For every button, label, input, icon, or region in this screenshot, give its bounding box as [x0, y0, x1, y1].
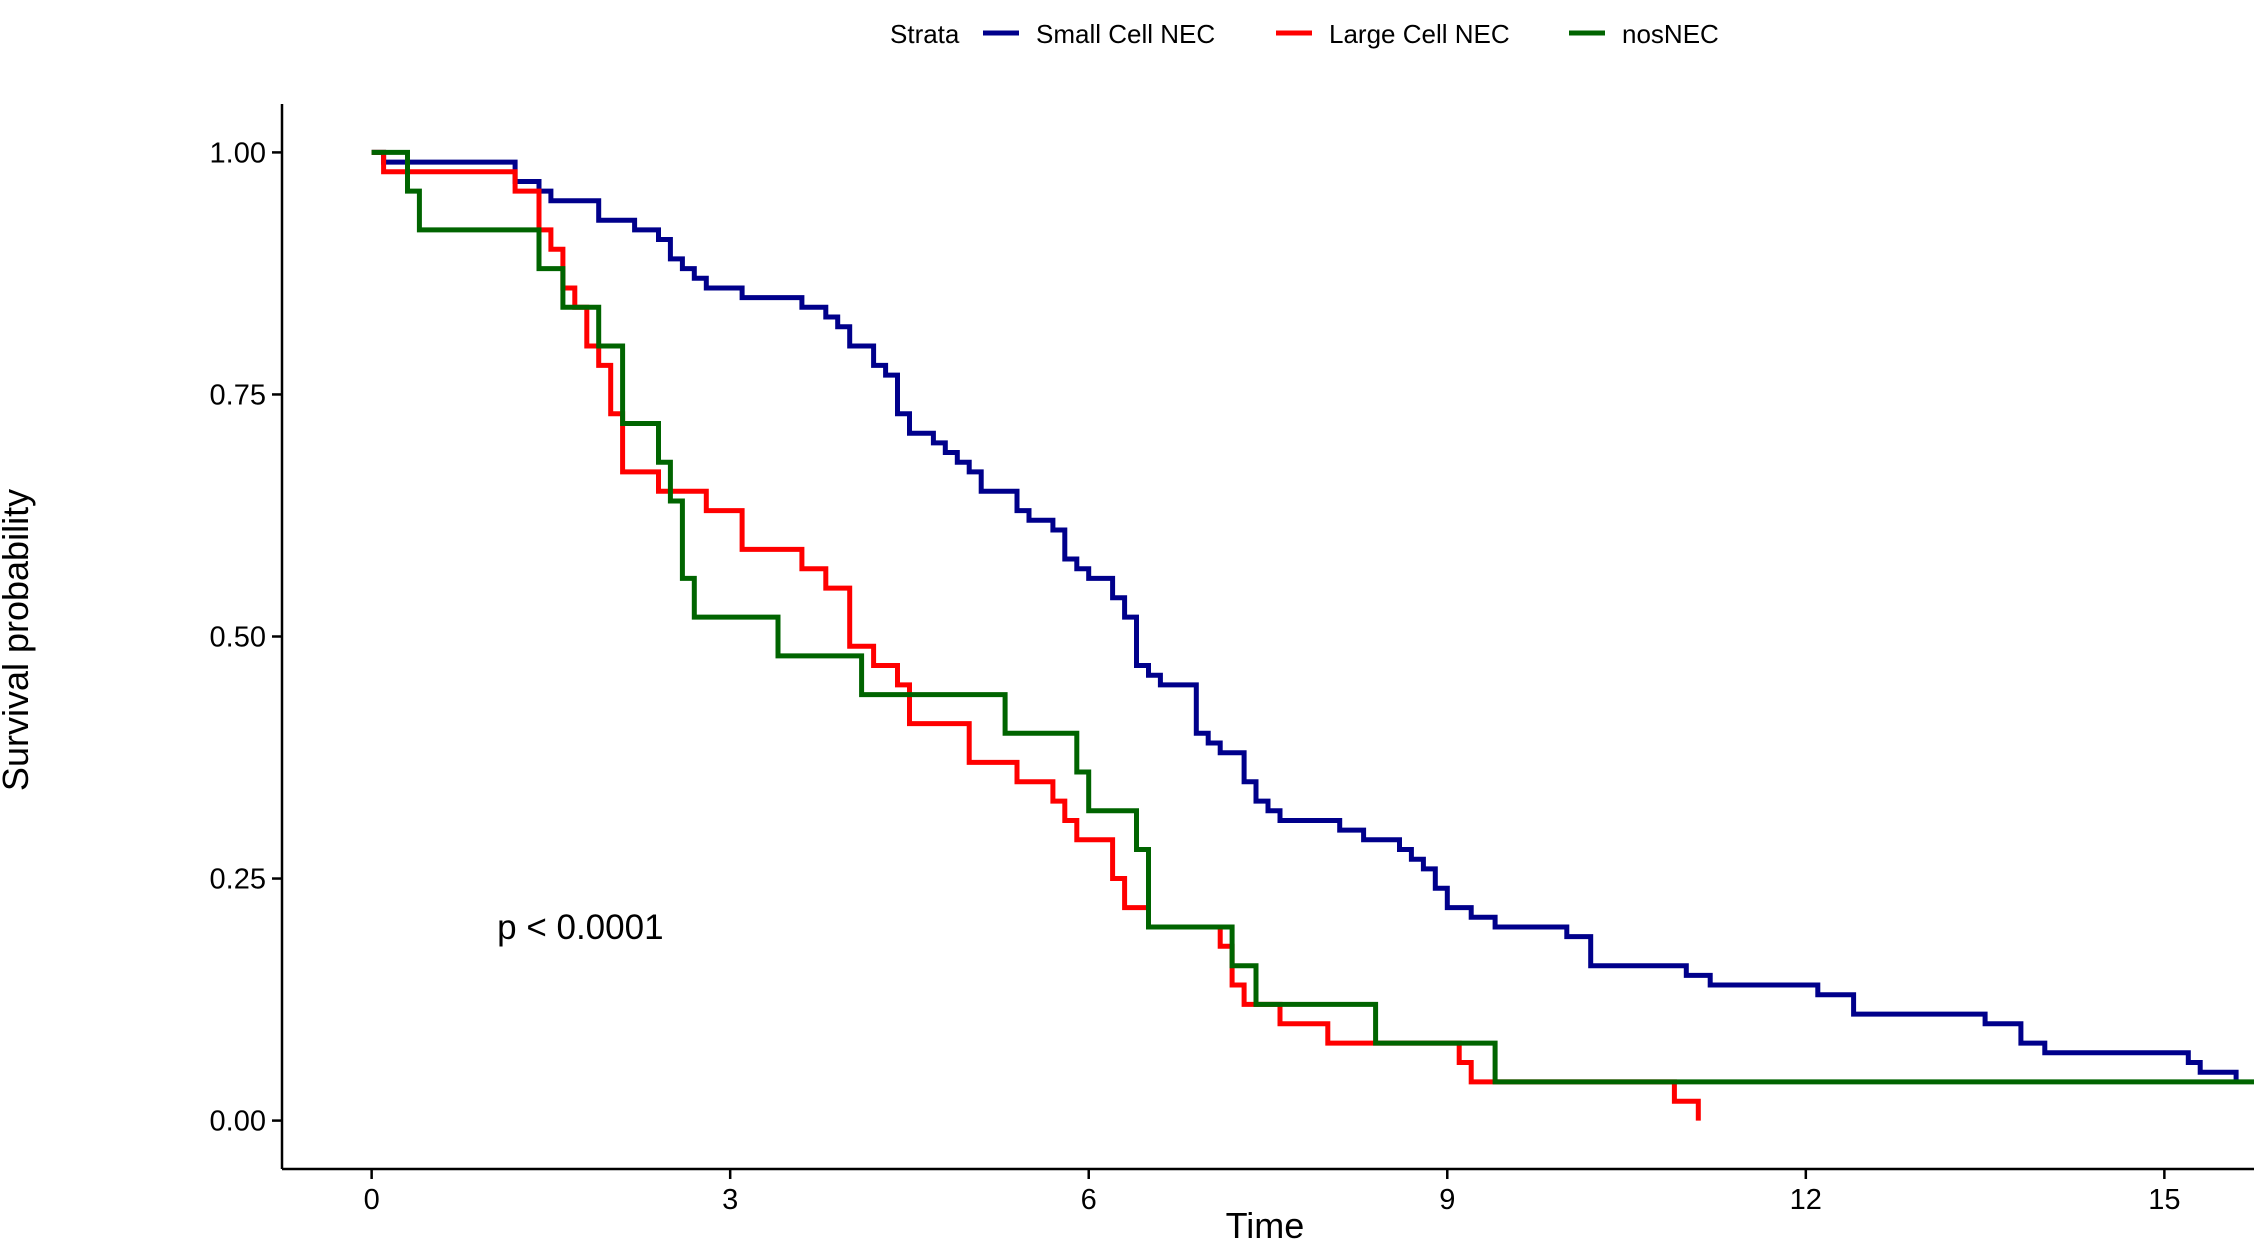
x-tick-label: 0 [364, 1184, 380, 1216]
y-axis-ticks: 0.00 0.25 0.50 0.75 1.00 [210, 137, 282, 1138]
survival-curve-small-cell-nec [371, 149, 2239, 1082]
legend-label-nosnec: nosNEC [1622, 19, 1719, 49]
legend-label-large-cell-nec: Large Cell NEC [1329, 19, 1510, 49]
x-tick-label: 15 [2148, 1184, 2180, 1216]
y-axis-title: Survival probability [0, 489, 36, 791]
survival-curve-nosnec [371, 149, 2254, 1085]
x-tick-label: 12 [1790, 1184, 1822, 1216]
survival-curve-large-cell-nec [371, 149, 1701, 1121]
x-tick-label: 3 [722, 1184, 738, 1216]
x-axis-title: Time [1226, 1205, 1305, 1246]
legend: Strata Small Cell NEC Large Cell NEC nosNE… [890, 19, 1719, 49]
legend-title: Strata [890, 19, 960, 49]
x-tick-label: 9 [1439, 1184, 1455, 1216]
series-layer [371, 149, 2254, 1121]
y-tick-label: 0.25 [210, 864, 266, 896]
y-tick-label: 0.50 [210, 622, 266, 654]
y-tick-label: 0.00 [210, 1106, 266, 1138]
legend-label-small-cell-nec: Small Cell NEC [1036, 19, 1215, 49]
x-tick-label: 6 [1081, 1184, 1097, 1216]
x-axis-ticks: 0 3 6 9 12 15 [364, 1169, 2180, 1216]
p-value-annotation: p < 0.0001 [497, 908, 663, 947]
y-tick-label: 0.75 [210, 379, 266, 411]
y-tick-label: 1.00 [210, 137, 266, 169]
